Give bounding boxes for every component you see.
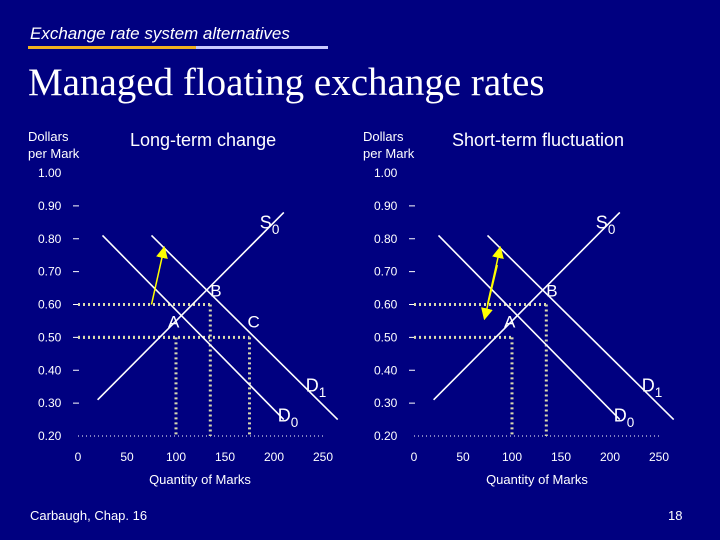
y-tick-label: 0.60 — [38, 298, 62, 312]
point-label-a: A — [504, 312, 516, 331]
point-label-a: A — [168, 312, 180, 331]
curve-label-d1: D1 — [642, 376, 663, 400]
x-tick-label: 50 — [120, 450, 134, 464]
panel-title-right: Short-term fluctuation — [452, 130, 625, 150]
y-tick-label: 0.20 — [374, 429, 398, 443]
y-tick-label: 0.30 — [38, 396, 62, 410]
y-tick-label: 0.90 — [374, 199, 398, 213]
y-tick-label: 0.80 — [38, 232, 62, 246]
curve-s0 — [433, 211, 621, 401]
x-tick-label: 250 — [649, 450, 669, 464]
y-tick-label: 0.20 — [38, 429, 62, 443]
y-axis-label-right: Dollars per Mark — [363, 128, 421, 162]
chart-panel-short-term: 1.00 0.90 0.80 0.70 0.60 0.50 0.40 0.30 0.20 0 50 1… — [374, 166, 675, 487]
y-tick-label: 0.60 — [374, 298, 398, 312]
y-tick-label: 0.30 — [374, 396, 398, 410]
topic-underline — [28, 46, 328, 49]
curve-label-d0: D0 — [614, 406, 635, 430]
page-number: 18 — [668, 508, 683, 523]
y-tick-label: 0.70 — [374, 265, 398, 279]
y-tick-label: 1.00 — [374, 166, 398, 180]
curve-s0 — [97, 211, 285, 401]
shift-arrow — [150, 246, 168, 305]
y-tick-label: 1.00 — [38, 166, 62, 180]
curve-label-d1: D1 — [306, 376, 327, 400]
y-tick-label: 0.40 — [374, 363, 398, 377]
panel-title-left: Long-term change — [130, 130, 277, 150]
x-axis-label: Quantity of Marks — [149, 472, 251, 487]
y-tick-label: 0.50 — [38, 330, 62, 344]
curve-d0 — [101, 234, 285, 421]
slide-topic: Exchange rate system alternatives — [30, 24, 290, 43]
y-axis-label-text: Dollars per Mark — [363, 129, 415, 161]
curve-label-d0: D0 — [278, 406, 299, 430]
x-tick-label: 200 — [264, 450, 284, 464]
x-tick-label: 100 — [166, 450, 186, 464]
x-axis-label: Quantity of Marks — [486, 472, 588, 487]
x-tick-label: 250 — [313, 450, 333, 464]
y-tick-label: 0.80 — [374, 232, 398, 246]
y-tick-label: 0.90 — [38, 199, 62, 213]
x-tick-label: 150 — [215, 450, 235, 464]
slide-title: Managed floating exchange rates — [28, 61, 545, 104]
point-label-b: B — [210, 282, 221, 301]
x-tick-label: 50 — [456, 450, 470, 464]
point-label-c: C — [248, 312, 260, 331]
x-tick-label: 200 — [600, 450, 620, 464]
source-citation: Carbaugh, Chap. 16 — [30, 508, 148, 523]
y-tick-label: 0.40 — [38, 363, 62, 377]
y-tick-label: 0.50 — [374, 330, 398, 344]
x-tick-label: 0 — [411, 450, 418, 464]
y-axis-label-text: Dollars per Mark — [28, 129, 80, 161]
shift-arrow — [481, 264, 499, 321]
y-axis-label-left: Dollars per Mark — [28, 128, 86, 162]
y-tick-label: 0.70 — [38, 265, 62, 279]
curve-d1 — [486, 234, 675, 421]
curve-d1 — [150, 234, 339, 421]
x-tick-label: 0 — [75, 450, 82, 464]
point-label-b: B — [546, 282, 557, 301]
chart-panel-long-term: 1.00 0.90 0.80 0.70 0.60 0.50 0.40 0.30 0.20 0 50 1… — [38, 166, 339, 487]
x-tick-label: 100 — [502, 450, 522, 464]
curve-d0 — [437, 234, 621, 421]
x-tick-label: 150 — [551, 450, 571, 464]
